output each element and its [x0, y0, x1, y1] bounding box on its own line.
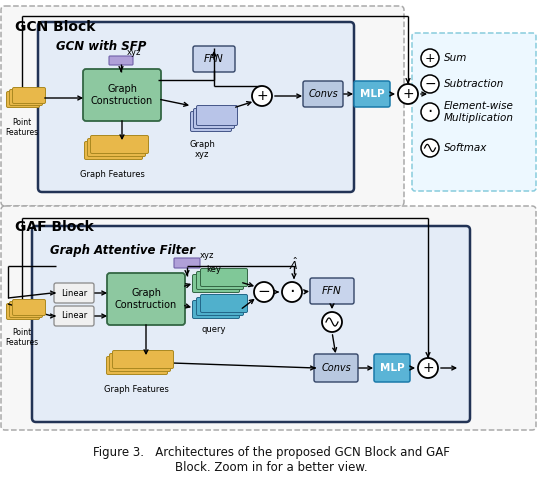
FancyBboxPatch shape [6, 92, 39, 107]
FancyBboxPatch shape [1, 206, 536, 430]
Text: Graph Attentive Filter: Graph Attentive Filter [50, 244, 195, 257]
FancyBboxPatch shape [196, 271, 243, 289]
FancyBboxPatch shape [113, 350, 174, 368]
Text: Graph
xyz: Graph xyz [189, 140, 215, 160]
Text: Graph
Construction: Graph Construction [91, 84, 153, 106]
Text: Point
Features: Point Features [5, 118, 38, 138]
Text: Subtraction: Subtraction [444, 79, 504, 89]
FancyBboxPatch shape [10, 302, 43, 318]
FancyBboxPatch shape [196, 298, 243, 316]
FancyBboxPatch shape [354, 81, 390, 107]
FancyBboxPatch shape [109, 56, 133, 65]
Text: key: key [207, 265, 221, 274]
Text: Point
Features: Point Features [5, 328, 38, 347]
Text: FFN: FFN [322, 286, 342, 296]
Circle shape [398, 84, 418, 104]
Text: Softmax: Softmax [444, 143, 487, 153]
Text: +: + [422, 361, 434, 375]
FancyBboxPatch shape [310, 278, 354, 304]
Text: Sum: Sum [444, 53, 467, 63]
Text: GCN with SFP: GCN with SFP [56, 40, 147, 53]
Text: +: + [425, 52, 436, 64]
Text: +: + [402, 87, 414, 101]
Text: Graph Features: Graph Features [103, 385, 168, 394]
FancyBboxPatch shape [54, 306, 94, 326]
FancyBboxPatch shape [193, 301, 240, 319]
Text: xyz: xyz [200, 251, 214, 260]
FancyBboxPatch shape [83, 69, 161, 121]
Text: MLP: MLP [380, 363, 404, 373]
FancyBboxPatch shape [54, 283, 94, 303]
Text: GAF Block: GAF Block [15, 220, 94, 234]
FancyBboxPatch shape [107, 273, 185, 325]
FancyBboxPatch shape [193, 274, 240, 292]
FancyBboxPatch shape [10, 89, 43, 105]
FancyBboxPatch shape [107, 357, 168, 374]
Text: ·: · [427, 103, 433, 121]
Text: Block. Zoom in for a better view.: Block. Zoom in for a better view. [175, 461, 367, 474]
Text: Convs: Convs [308, 89, 338, 99]
Text: MLP: MLP [360, 89, 384, 99]
Text: xyz: xyz [127, 48, 141, 57]
FancyBboxPatch shape [38, 22, 354, 192]
Circle shape [421, 75, 439, 93]
Text: ·: · [289, 283, 295, 301]
Text: GCN Block: GCN Block [15, 20, 95, 34]
FancyBboxPatch shape [32, 226, 470, 422]
FancyBboxPatch shape [196, 105, 237, 125]
Text: $\hat{A}$: $\hat{A}$ [289, 256, 299, 272]
FancyBboxPatch shape [88, 139, 146, 157]
FancyBboxPatch shape [314, 354, 358, 382]
Text: Linear: Linear [61, 311, 87, 321]
Text: −: − [424, 77, 436, 91]
Text: Linear: Linear [61, 288, 87, 298]
Text: Figure 3.   Architectures of the proposed GCN Block and GAF: Figure 3. Architectures of the proposed … [93, 446, 450, 459]
FancyBboxPatch shape [374, 354, 410, 382]
FancyBboxPatch shape [412, 33, 536, 191]
Text: FFN: FFN [204, 54, 224, 64]
FancyBboxPatch shape [90, 136, 148, 154]
FancyBboxPatch shape [6, 304, 39, 320]
Text: +: + [256, 89, 268, 103]
Text: −: − [258, 285, 270, 300]
Circle shape [421, 103, 439, 121]
FancyBboxPatch shape [201, 268, 247, 286]
FancyBboxPatch shape [109, 353, 170, 371]
Circle shape [252, 86, 272, 106]
Circle shape [322, 312, 342, 332]
FancyBboxPatch shape [84, 142, 142, 160]
Text: query: query [202, 325, 226, 334]
Circle shape [418, 358, 438, 378]
Text: Graph
Construction: Graph Construction [115, 288, 177, 310]
FancyBboxPatch shape [1, 6, 404, 206]
Text: Convs: Convs [321, 363, 351, 373]
FancyBboxPatch shape [201, 294, 247, 312]
Circle shape [282, 282, 302, 302]
FancyBboxPatch shape [174, 258, 200, 268]
Circle shape [421, 139, 439, 157]
Text: Graph Features: Graph Features [80, 170, 144, 179]
FancyBboxPatch shape [303, 81, 343, 107]
Circle shape [254, 282, 274, 302]
FancyBboxPatch shape [12, 300, 45, 316]
Circle shape [421, 49, 439, 67]
Text: Element-wise
Multiplication: Element-wise Multiplication [444, 101, 514, 123]
FancyBboxPatch shape [193, 46, 235, 72]
FancyBboxPatch shape [12, 87, 45, 103]
FancyBboxPatch shape [190, 111, 232, 131]
FancyBboxPatch shape [194, 108, 234, 128]
